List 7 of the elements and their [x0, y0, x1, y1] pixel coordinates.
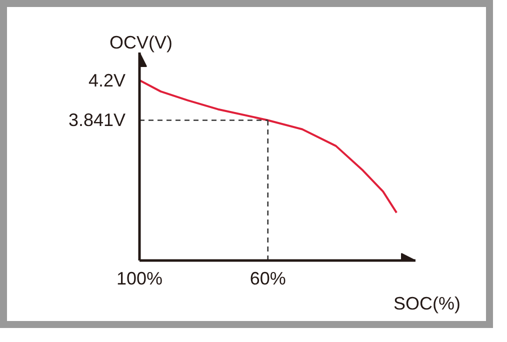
y-axis-title: OCV(V)	[110, 32, 172, 52]
line-series	[140, 79, 398, 214]
y-tick-label: 4.2V	[88, 70, 126, 90]
x-tick-label: 100%	[116, 268, 163, 288]
x-axis-title: SOC(%)	[394, 294, 460, 314]
y-tick-label: 3.841V	[68, 110, 126, 130]
x-tick-label: 60%	[250, 268, 286, 288]
